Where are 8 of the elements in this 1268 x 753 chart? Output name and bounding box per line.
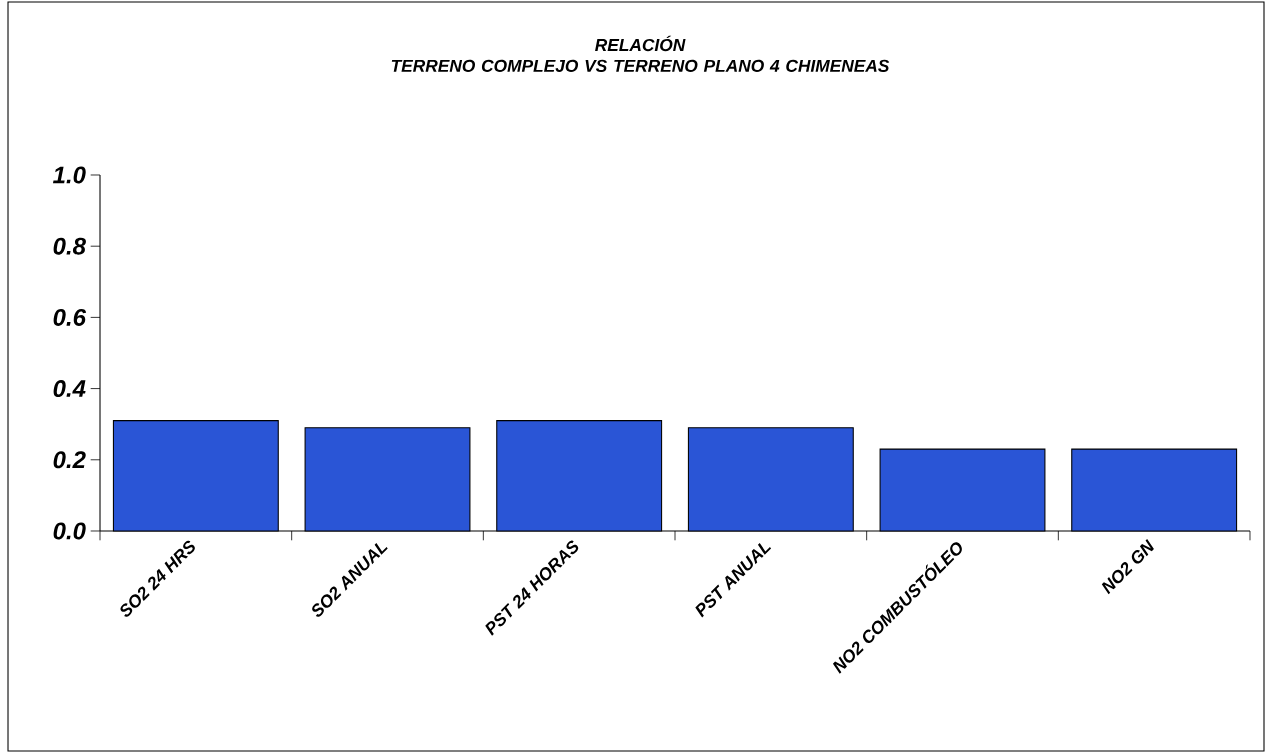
y-tick-label: 1.0 <box>52 166 86 184</box>
chart-title: RELACIÓN <box>595 35 686 52</box>
y-tick-label: 0.0 <box>53 522 86 540</box>
y-tick-label: 0.8 <box>53 237 86 255</box>
chart-subtitle: TERRENO COMPLEJO VS TERRENO PLANO 4 CHIMENEAS <box>391 59 890 72</box>
y-tick-label: 0.6 <box>53 308 87 326</box>
y-tick-label: 0.4 <box>53 380 86 398</box>
y-tick-label: 0.2 <box>53 451 86 469</box>
